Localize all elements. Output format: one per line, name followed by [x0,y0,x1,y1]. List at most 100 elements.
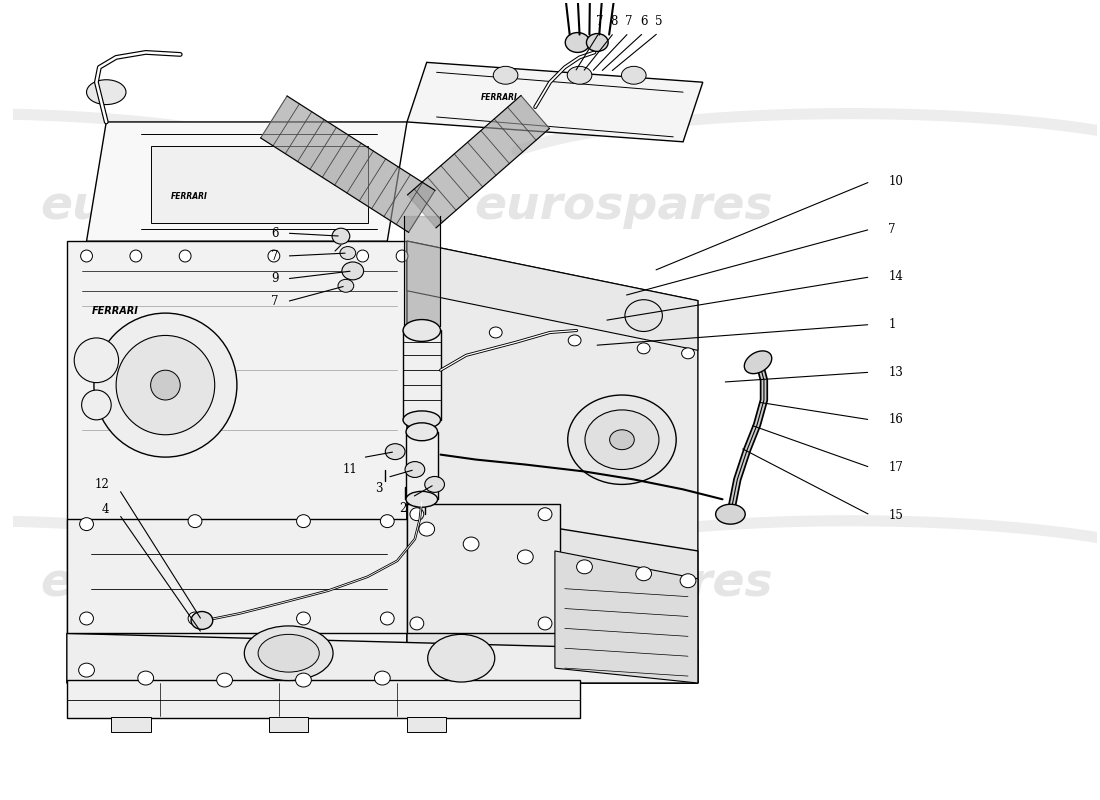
Ellipse shape [188,514,202,528]
Ellipse shape [609,430,635,450]
Ellipse shape [385,444,405,459]
Text: 6: 6 [640,14,648,28]
Ellipse shape [80,250,92,262]
Ellipse shape [74,338,119,382]
Ellipse shape [403,319,440,342]
Ellipse shape [565,33,590,53]
Text: eurospares: eurospares [474,184,773,229]
Ellipse shape [138,671,154,685]
Text: 14: 14 [888,270,903,283]
Ellipse shape [338,279,354,292]
Polygon shape [554,551,697,683]
Polygon shape [408,95,549,228]
Ellipse shape [576,560,593,574]
Ellipse shape [637,343,650,354]
Ellipse shape [374,671,390,685]
Polygon shape [407,241,697,350]
Ellipse shape [297,514,310,528]
Ellipse shape [244,626,333,681]
Text: 4: 4 [101,502,109,516]
Text: 7: 7 [625,14,632,28]
Bar [270,717,308,732]
Text: FERRARI: FERRARI [91,306,139,316]
Ellipse shape [410,617,424,630]
Bar [403,330,440,420]
Ellipse shape [428,634,495,682]
Ellipse shape [151,370,180,400]
Text: 12: 12 [95,478,109,491]
Bar [67,680,580,718]
Text: FERRARI: FERRARI [481,93,518,102]
Polygon shape [67,634,697,683]
Ellipse shape [258,634,319,672]
Ellipse shape [81,390,111,420]
Ellipse shape [621,66,646,84]
Polygon shape [407,504,697,683]
Ellipse shape [332,228,350,244]
Polygon shape [261,96,434,232]
Bar [407,504,560,634]
Polygon shape [87,122,407,241]
Ellipse shape [342,262,364,280]
Text: 8: 8 [610,14,618,28]
Ellipse shape [405,462,425,478]
Ellipse shape [636,567,651,581]
Ellipse shape [745,351,772,374]
Text: 11: 11 [343,462,358,475]
Ellipse shape [191,611,212,630]
Ellipse shape [217,673,232,687]
Ellipse shape [716,504,745,524]
Ellipse shape [568,395,676,485]
Text: 10: 10 [888,175,903,188]
Text: 2: 2 [399,502,407,515]
Ellipse shape [356,250,369,262]
Text: 3: 3 [375,482,383,495]
Ellipse shape [179,250,191,262]
Ellipse shape [425,477,444,492]
Ellipse shape [490,327,503,338]
Ellipse shape [403,411,440,429]
Text: 1: 1 [888,318,895,331]
Ellipse shape [94,313,236,457]
Polygon shape [407,241,697,683]
Ellipse shape [381,514,394,528]
Text: 7: 7 [272,250,278,262]
Text: 15: 15 [888,509,903,522]
Bar [67,519,407,634]
Text: eurospares: eurospares [41,184,340,229]
Ellipse shape [419,522,435,536]
Text: FERRARI: FERRARI [170,192,207,201]
Bar [111,717,151,732]
Text: 9: 9 [272,272,278,286]
Ellipse shape [79,663,95,677]
Text: 7: 7 [595,14,603,28]
Polygon shape [67,241,407,683]
Ellipse shape [79,518,94,530]
Ellipse shape [586,34,608,51]
Ellipse shape [517,550,534,564]
Bar [407,717,447,732]
Polygon shape [404,216,440,326]
Bar [151,146,367,223]
Ellipse shape [340,246,355,259]
Ellipse shape [130,250,142,262]
Text: 7: 7 [888,222,895,236]
Ellipse shape [396,250,408,262]
Ellipse shape [538,508,552,521]
Text: eurospares: eurospares [474,562,773,606]
Ellipse shape [406,491,438,507]
Ellipse shape [568,66,592,84]
Ellipse shape [625,300,662,331]
Text: 13: 13 [888,366,903,378]
Ellipse shape [406,423,438,441]
Ellipse shape [420,320,433,331]
Ellipse shape [188,612,202,625]
Ellipse shape [410,508,424,521]
Ellipse shape [117,335,214,434]
Text: 17: 17 [888,461,903,474]
Ellipse shape [268,250,279,262]
Ellipse shape [493,66,518,84]
Text: 6: 6 [272,226,278,240]
Ellipse shape [682,348,694,358]
Ellipse shape [87,80,126,105]
